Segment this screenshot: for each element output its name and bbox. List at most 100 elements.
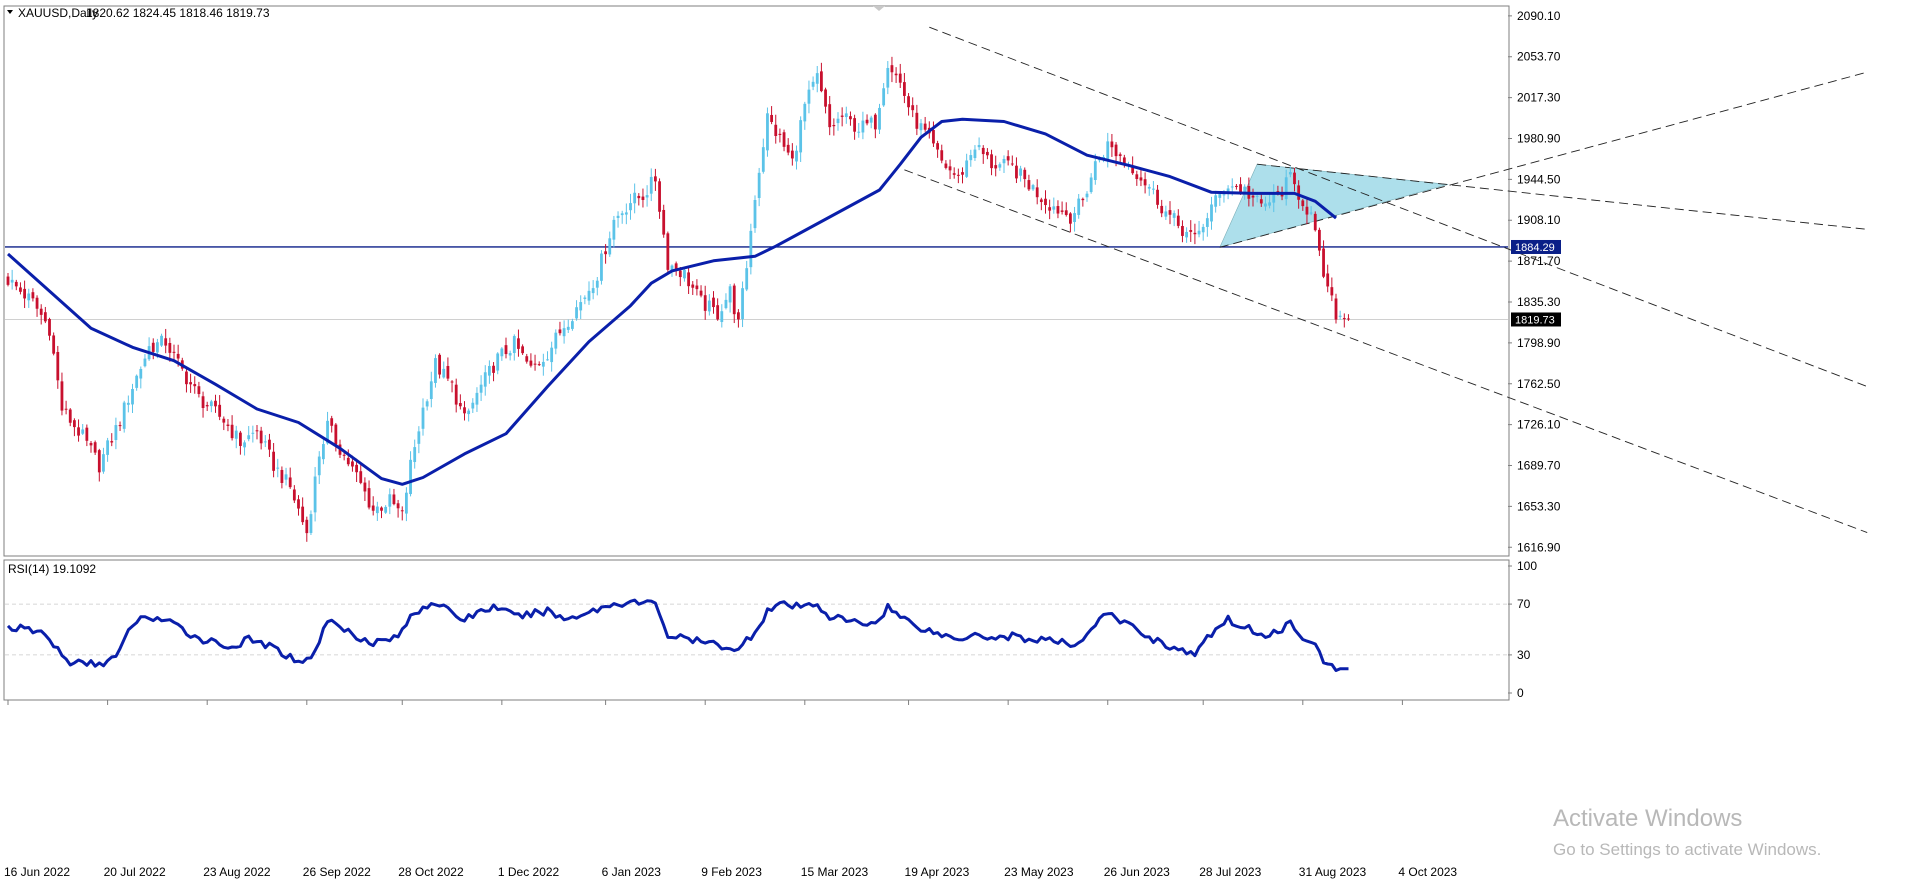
candle-body [741,288,744,320]
trendline [1257,163,1868,230]
candle-body [1189,230,1193,232]
candle-body [903,82,906,96]
candle-body [1239,184,1242,193]
candle-body [1326,273,1330,287]
rsi-tick-label: 70 [1517,597,1531,611]
candle-body [1264,203,1267,207]
candle-body [272,451,275,471]
candle-body [695,285,699,290]
candle-body [828,104,832,128]
candle-body [645,195,649,198]
candle-body [1019,168,1022,176]
candle-body [674,263,678,271]
candle-body [956,174,960,176]
candle-body [280,469,284,483]
candle-body [23,288,26,299]
candle-body [1259,199,1263,204]
candle-body [604,251,607,255]
candle-body [392,494,396,505]
candle-body [662,209,666,235]
candle-body [442,368,446,378]
rsi-tick-label: 30 [1517,648,1531,662]
candle-body [135,375,139,388]
candle-body [558,329,562,334]
candle-body [483,372,487,387]
candle-body [1342,317,1346,320]
candle-body [624,212,628,215]
candle-body [405,492,408,514]
candle-body [579,302,583,311]
candle-body [1301,200,1305,207]
candle-body [409,459,412,495]
candle-body [396,503,400,509]
candle-body [230,424,234,439]
candle-body [803,103,807,122]
candle-body [380,507,383,511]
candle-body [263,441,267,443]
candle-body [475,392,479,405]
candle-body [550,347,554,363]
candle-body [1230,186,1234,188]
triangle-shape [1219,163,1449,248]
candle-body [1160,205,1164,214]
candle-body [554,332,558,349]
candle-body [330,418,334,426]
candle-body [1226,188,1230,193]
candle-body [1073,213,1076,223]
candle-body [1193,232,1197,235]
candle-body [384,506,388,513]
candle-body [575,307,578,319]
candle-body [1114,144,1118,157]
candle-body [488,366,491,376]
price-tick-label: 1726.10 [1517,418,1561,432]
candle-body [10,279,14,283]
candle-body [546,359,549,361]
candle-body [770,114,773,122]
candle-body [48,318,51,336]
candle-body [703,295,707,311]
candle-body [39,308,43,315]
time-tick-label: 16 Jun 2022 [4,865,70,879]
candle-body [849,116,852,120]
price-tick-label: 1944.50 [1517,172,1561,186]
candle-body [205,405,209,407]
candle-body [421,407,425,429]
activate-windows-subtitle: Go to Settings to activate Windows. [1553,840,1822,859]
candle-body [56,351,60,381]
candle-body [334,424,338,445]
candle-body [774,124,778,136]
candle-body [861,120,865,133]
candle-body [1251,195,1255,198]
candle-body [496,353,500,371]
candle-body [882,88,886,106]
triangle-down-icon[interactable] [7,10,13,14]
rsi-tick-label: 0 [1517,686,1524,700]
candle-body [1272,193,1276,203]
time-tick-label: 6 Jan 2023 [602,865,662,879]
candle-body [309,514,313,533]
candle-body [81,429,85,434]
rsi-panel[interactable]: 100 70 30 0 RSI(14) 19.1092 [3,559,1537,701]
candle-body [458,403,462,407]
candle-body [52,335,56,354]
candle-body [637,195,641,199]
main-panel[interactable]: 2090.10 2053.70 2017.30 1980.90 1944.50 1908.… [3,5,1868,557]
candle-body [1168,210,1172,215]
candle-body [185,371,188,385]
candle-body [106,440,109,455]
candle-body [1201,226,1205,233]
time-tick-label: 23 May 2023 [1004,865,1074,879]
candle-body [1093,161,1097,181]
candle-body [591,288,595,294]
candle-body [898,73,902,83]
candle-body [400,510,404,512]
candle-body [375,506,379,514]
rsi-tick-label: 100 [1517,559,1537,573]
trendlines [904,26,1868,533]
candle-body [782,132,786,147]
moving-average [7,117,1337,486]
scroll-marker-icon[interactable] [873,6,885,11]
candle-body [1085,193,1089,198]
trendline [904,169,1868,533]
